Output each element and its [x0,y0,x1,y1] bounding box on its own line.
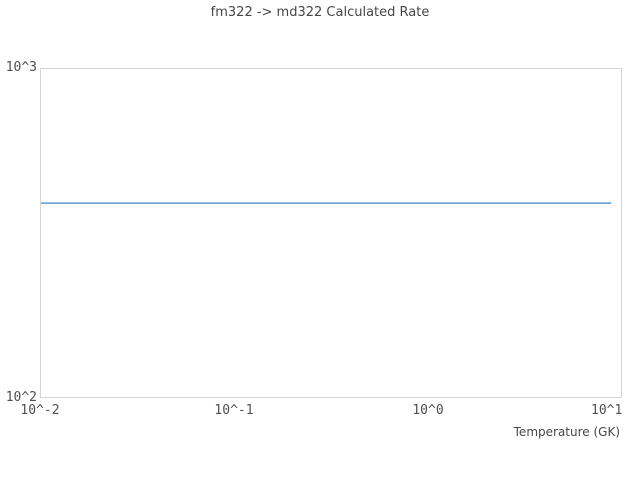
x-tick-label: 10^1 [591,403,623,418]
x-tick-label: 10^-1 [214,403,254,418]
plot-area [40,68,622,398]
y-tick-label: 10^3 [5,60,37,75]
y-tick-label: 10^2 [5,390,37,405]
rate-line-series [41,202,612,204]
chart-title: fm322 -> md322 Calculated Rate [210,5,430,20]
x-tick-label: 10^-2 [20,403,60,418]
x-tick-label: 10^0 [412,403,444,418]
x-axis-label: Temperature (GK) [513,425,620,439]
